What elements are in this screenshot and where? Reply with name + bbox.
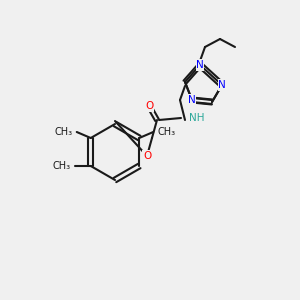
- Text: NH: NH: [189, 113, 205, 123]
- Text: O: O: [143, 151, 151, 161]
- Text: CH₃: CH₃: [52, 161, 71, 171]
- Text: CH₃: CH₃: [55, 127, 73, 137]
- Text: N: N: [188, 95, 196, 105]
- Text: CH₃: CH₃: [157, 127, 176, 137]
- Text: N: N: [218, 80, 226, 90]
- Text: O: O: [145, 101, 153, 111]
- Text: N: N: [196, 60, 204, 70]
